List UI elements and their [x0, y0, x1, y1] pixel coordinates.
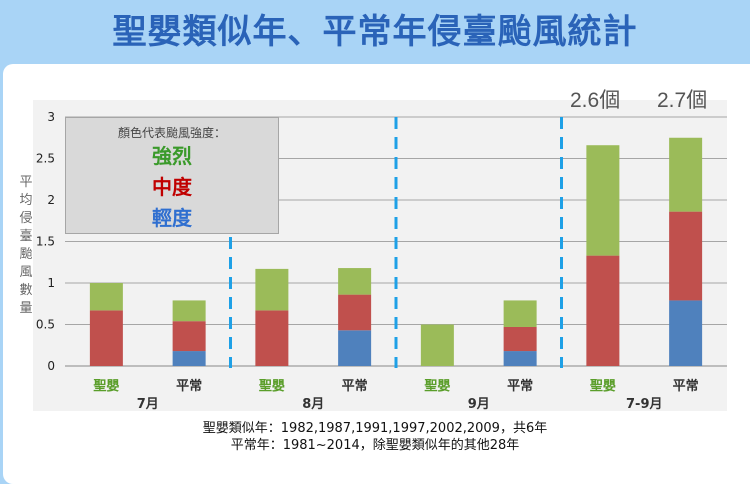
category-label: 聖嬰 — [424, 378, 450, 394]
category-label: 平常 — [176, 378, 202, 394]
bar-segment-強烈 — [338, 268, 372, 295]
group-label: 7-9月 — [626, 397, 663, 412]
y-tick-label: 0.5 — [36, 318, 55, 332]
legend-strong: 強烈 — [152, 144, 192, 168]
bar-segment-強烈 — [669, 137, 703, 212]
group-label: 8月 — [302, 397, 324, 412]
category-label: 平常 — [342, 378, 368, 394]
bar-segment-中度 — [503, 326, 537, 352]
bar-segment-強烈 — [586, 145, 620, 256]
bar-segment-中度 — [669, 211, 703, 301]
bar-segment-中度 — [255, 310, 289, 366]
y-tick-label: 2 — [47, 193, 55, 207]
note-normal-years: 平常年：1981~2014，除聖嬰類似年的其他28年 — [230, 438, 520, 453]
category-label: 聖嬰 — [259, 378, 285, 394]
bar-segment-強烈 — [420, 324, 454, 366]
category-label: 聖嬰 — [93, 378, 119, 394]
legend-medium: 中度 — [152, 175, 192, 199]
category-label: 平常 — [507, 378, 533, 394]
group-label: 7月 — [137, 397, 159, 412]
bar-segment-輕度 — [172, 351, 206, 366]
bar-segment-強烈 — [255, 268, 289, 311]
legend-heading: 顏色代表颱風強度： — [117, 126, 226, 140]
y-axis-label: 平均侵臺颱風數量 — [19, 175, 33, 316]
bar-segment-輕度 — [338, 330, 372, 366]
group-label: 9月 — [468, 397, 490, 412]
page-title: 聖嬰類似年、平常年侵臺颱風統計 — [112, 12, 638, 52]
y-tick-label: 3 — [47, 110, 55, 124]
stacked-bar-chart: 0 0.5 1 1.5 2 2.5 3 聖嬰 平常 聖嬰 平常 聖嬰 平常 聖嬰 平常 7月 8月 9月 7-9月 — [36, 110, 727, 412]
y-tick-label: 1 — [47, 276, 55, 290]
bar-segment-輕度 — [503, 351, 537, 366]
bar-segment-輕度 — [669, 300, 703, 366]
category-label: 聖嬰 — [590, 378, 616, 394]
bar-segment-中度 — [338, 294, 372, 331]
bar-segment-中度 — [172, 321, 206, 352]
y-tick-label: 0 — [47, 359, 55, 373]
y-tick-label: 2.5 — [36, 152, 55, 166]
category-label: 平常 — [673, 378, 699, 394]
bar-segment-中度 — [586, 255, 620, 366]
legend-light: 輕度 — [152, 206, 192, 230]
total-label-normal: 2.7個 — [657, 89, 708, 112]
footnotes: 聖嬰類似年：1982,1987,1991,1997,2002,2009，共6年 … — [0, 420, 750, 454]
y-tick-label: 1.5 — [36, 235, 55, 249]
note-elnino-years: 聖嬰類似年：1982,1987,1991,1997,2002,2009，共6年 — [202, 421, 548, 436]
bar-segment-強烈 — [503, 300, 537, 327]
bar-segment-中度 — [89, 310, 123, 366]
bar-segment-強烈 — [172, 300, 206, 322]
total-label-elnino: 2.6個 — [570, 89, 621, 112]
bar-segment-強烈 — [89, 283, 123, 311]
legend-box: 顏色代表颱風強度： 強烈 中度 輕度 — [65, 117, 279, 234]
